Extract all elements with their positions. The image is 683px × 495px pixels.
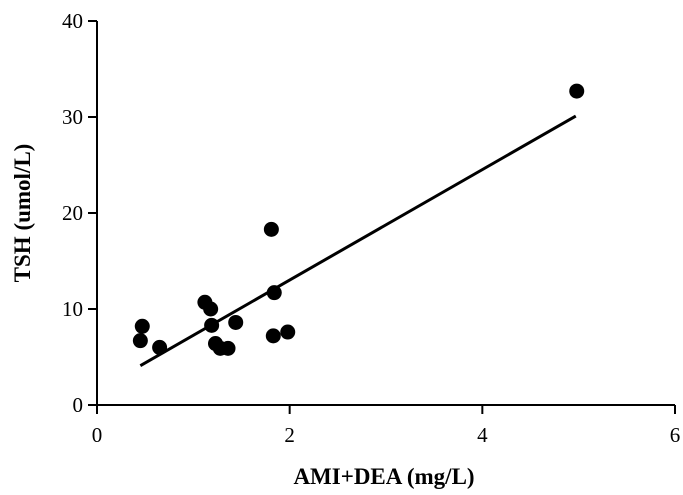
x-tick-label: 4	[477, 423, 488, 447]
data-point	[280, 324, 296, 340]
data-points	[132, 83, 585, 356]
y-tick-label: 30	[62, 105, 83, 129]
data-point	[569, 83, 585, 99]
y-ticks: 0 10 20 30 40	[62, 9, 97, 417]
axes	[96, 21, 675, 406]
data-point	[152, 339, 168, 355]
x-ticks: 0 2 4 6	[92, 405, 681, 447]
data-point	[134, 318, 150, 334]
data-point	[228, 314, 244, 330]
y-tick-label: 0	[73, 393, 84, 417]
data-point	[265, 328, 281, 344]
data-point	[266, 285, 282, 301]
x-axis-title: AMI+DEA (mg/L)	[293, 464, 474, 489]
y-tick-label: 40	[62, 9, 83, 33]
data-point	[220, 340, 236, 356]
x-tick-label: 6	[670, 423, 681, 447]
y-axis-title: TSH (umol/L)	[10, 144, 35, 283]
data-point	[132, 333, 148, 349]
y-tick-label: 10	[62, 297, 83, 321]
y-tick-label: 20	[62, 201, 83, 225]
x-tick-label: 2	[284, 423, 295, 447]
x-tick-label: 0	[92, 423, 103, 447]
data-point	[203, 301, 219, 317]
data-point	[263, 221, 279, 237]
data-point	[204, 317, 220, 333]
